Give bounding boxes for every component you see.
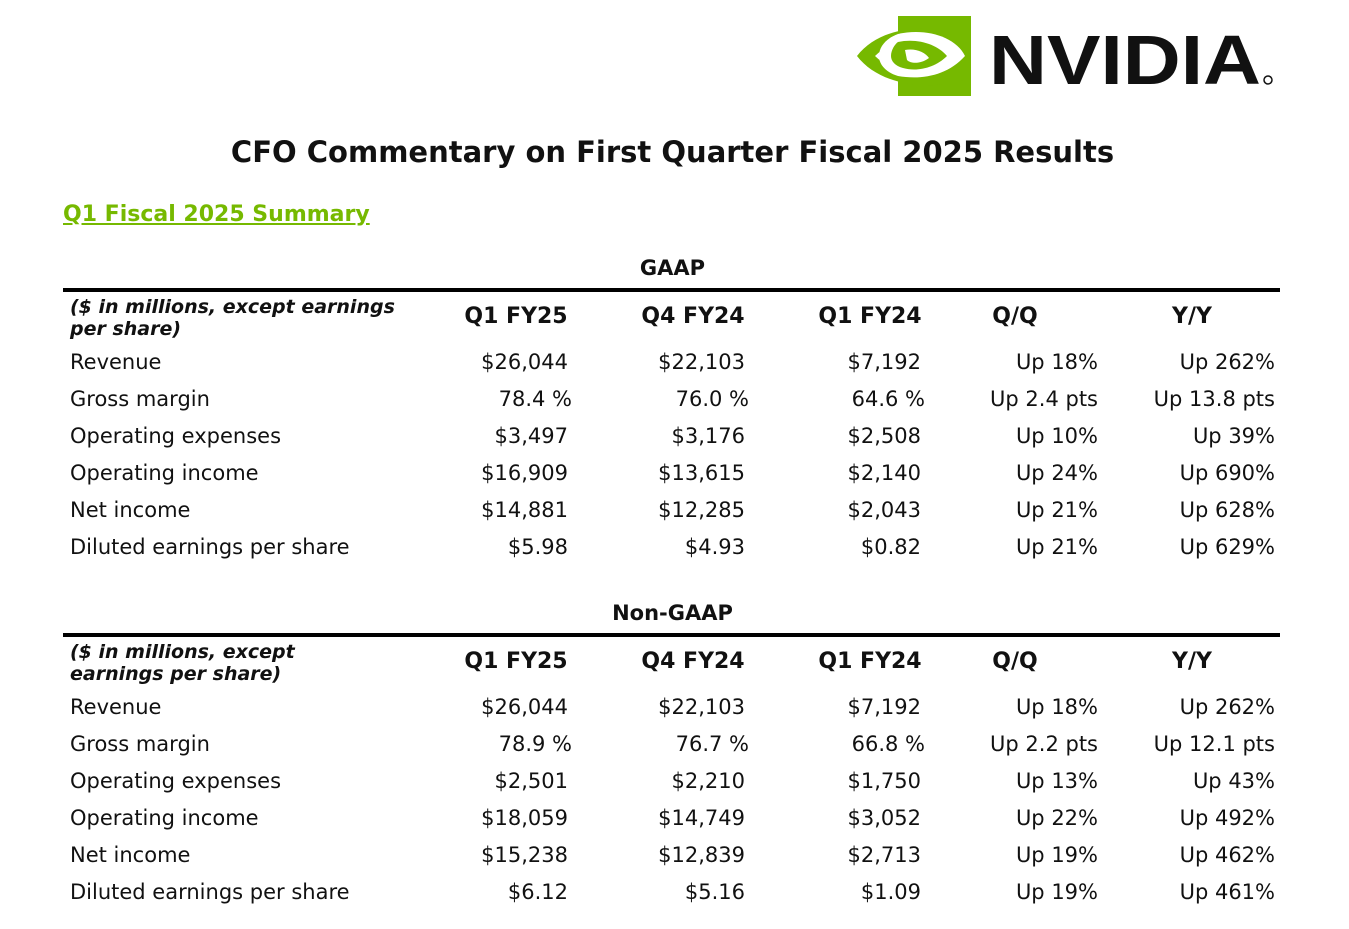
column-header: Q4 FY24 [641, 304, 745, 329]
column-header: Y/Y [1172, 649, 1212, 674]
table-cell: Up 2.4 pts [990, 387, 1098, 411]
table-cell: Up 43% [1192, 769, 1275, 793]
row-label: Revenue [70, 350, 162, 374]
table-cell: $3,497 [494, 424, 568, 448]
table-cell: $15,238 [481, 843, 568, 867]
summary-link[interactable]: Q1 Fiscal 2025 Summary [63, 202, 370, 227]
column-header: Q/Q [992, 304, 1038, 329]
table-cell: Up 18% [1015, 350, 1098, 374]
table-cell: $16,909 [481, 461, 568, 485]
table-cell: Up 2.2 pts [990, 732, 1098, 756]
table-cell: $2,140 [847, 461, 921, 485]
table-cell: $5.98 [507, 535, 568, 559]
table-cell: 76.0 % [675, 387, 749, 411]
table-cell: $13,615 [658, 461, 745, 485]
table-section-title: Non-GAAP [612, 601, 733, 625]
table-cell: $18,059 [481, 806, 568, 830]
table-cell: $2,713 [847, 843, 921, 867]
table-cell: $22,103 [658, 350, 745, 374]
table-cell: Up 262% [1179, 695, 1275, 719]
row-label: Operating income [70, 806, 259, 830]
table-cell: Up 22% [1015, 806, 1098, 830]
row-label: Diluted earnings per share [70, 535, 350, 559]
table-cell: Up 10% [1015, 424, 1098, 448]
table-cell: Up 492% [1179, 806, 1275, 830]
table-cell: $1,750 [847, 769, 921, 793]
table-cell: $12,839 [658, 843, 745, 867]
table-cell: 64.6 % [851, 387, 925, 411]
table-cell: $22,103 [658, 695, 745, 719]
table-cell: Up 39% [1192, 424, 1275, 448]
table-cell: $6.12 [507, 880, 568, 904]
table-cell: 78.9 % [498, 732, 572, 756]
table-cell: Up 21% [1015, 498, 1098, 522]
table-cell: $2,210 [671, 769, 745, 793]
table-cell: $2,508 [847, 424, 921, 448]
table-cell: Up 21% [1015, 535, 1098, 559]
table-cell: Up 13% [1015, 769, 1098, 793]
table-cell: $7,192 [847, 695, 921, 719]
table-cell: $3,176 [671, 424, 745, 448]
table-cell: Up 19% [1015, 880, 1098, 904]
column-header: Q1 FY25 [464, 304, 568, 329]
table-caption: ($ in millions, except earnings per shar… [70, 296, 395, 340]
row-label: Gross margin [70, 387, 210, 411]
table-cell: Up 262% [1179, 350, 1275, 374]
table-cell: Up 629% [1179, 535, 1275, 559]
table-cell: 78.4 % [498, 387, 572, 411]
page-title: CFO Commentary on First Quarter Fiscal 2… [230, 135, 1115, 169]
table-cell: Up 690% [1179, 461, 1275, 485]
table-cell: 76.7 % [675, 732, 749, 756]
column-header: Q1 FY25 [464, 649, 568, 674]
row-label: Operating expenses [70, 769, 282, 793]
table-cell: $4.93 [684, 535, 745, 559]
table-cell: Up 628% [1179, 498, 1275, 522]
table-cell: $2,501 [494, 769, 568, 793]
table-cell: $0.82 [860, 535, 921, 559]
table-cell: Up 19% [1015, 843, 1098, 867]
table-cell: Up 18% [1015, 695, 1098, 719]
table-cell: $7,192 [847, 350, 921, 374]
column-header: Y/Y [1172, 304, 1212, 329]
column-header: Q1 FY24 [818, 304, 922, 329]
table-cell: Up 13.8 pts [1153, 387, 1275, 411]
row-label: Revenue [70, 695, 162, 719]
table-cell: Up 12.1 pts [1153, 732, 1275, 756]
row-label: Net income [70, 498, 191, 522]
column-header: Q4 FY24 [641, 649, 745, 674]
table-cell: $5.16 [684, 880, 745, 904]
table-cell: $12,285 [658, 498, 745, 522]
svg-text:NVIDIA: NVIDIA [989, 21, 1261, 98]
row-label: Operating income [70, 461, 259, 485]
table-cell: $3,052 [847, 806, 921, 830]
column-header: Q/Q [992, 649, 1038, 674]
row-label: Operating expenses [70, 424, 282, 448]
table-cell: Up 462% [1179, 843, 1275, 867]
table-top-rule [63, 288, 1280, 292]
table-top-rule [63, 633, 1280, 637]
column-header: Q1 FY24 [818, 649, 922, 674]
table-caption: ($ in millions, except earnings per shar… [70, 641, 295, 685]
row-label: Gross margin [70, 732, 210, 756]
table-cell: Up 24% [1015, 461, 1098, 485]
table-cell: $26,044 [481, 350, 568, 374]
nvidia-logo: NVIDIA [855, 14, 1275, 99]
table-cell: $1.09 [860, 880, 921, 904]
table-cell: $2,043 [847, 498, 921, 522]
nvidia-eye-icon: NVIDIA [857, 16, 1273, 99]
table-cell: Up 461% [1179, 880, 1275, 904]
table-section-title: GAAP [639, 256, 706, 280]
table-cell: $14,881 [481, 498, 568, 522]
table-cell: $26,044 [481, 695, 568, 719]
row-label: Diluted earnings per share [70, 880, 350, 904]
table-cell: 66.8 % [851, 732, 925, 756]
table-cell: $14,749 [658, 806, 745, 830]
row-label: Net income [70, 843, 191, 867]
